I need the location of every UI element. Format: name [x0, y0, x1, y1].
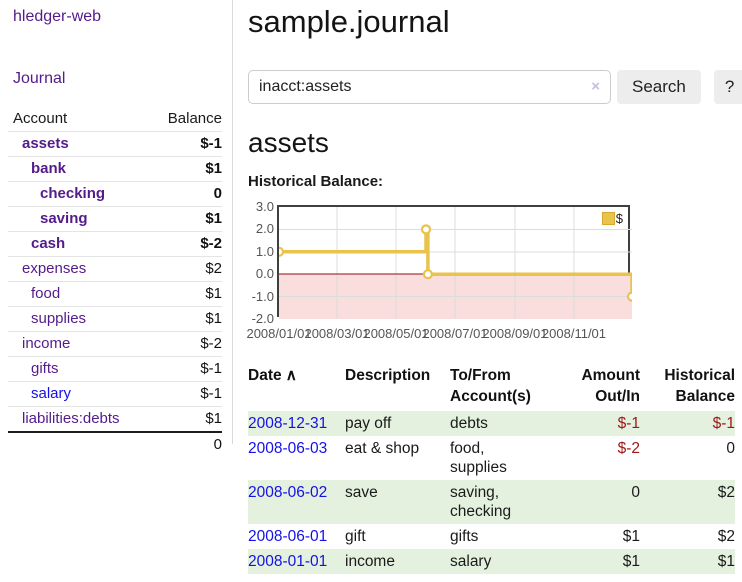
account-balance: $1: [152, 206, 222, 232]
y-axis-tick: 2.0: [255, 221, 274, 237]
register-header-amount: Amount Out/In: [581, 367, 640, 405]
account-balance: $1: [152, 156, 222, 182]
table-row: 2008-06-01 gift gifts $1 $2: [248, 524, 735, 549]
transaction-accounts: saving, checking: [450, 484, 512, 520]
transaction-description: eat & shop: [345, 440, 420, 457]
y-axis-tick: -1.0: [251, 288, 274, 304]
table-row: 2008-06-02 save saving, checking 0 $2: [248, 480, 735, 524]
account-heading: assets: [248, 127, 329, 158]
transaction-description: pay off: [345, 415, 392, 432]
account-link-bank[interactable]: bank: [31, 160, 67, 177]
account-link-gifts[interactable]: gifts: [31, 360, 59, 377]
account-balance: 0: [152, 181, 222, 207]
transaction-balance: $1: [717, 553, 735, 570]
account-balance: $-2: [152, 231, 222, 257]
page-title: sample.journal: [248, 4, 450, 39]
accounts-header-balance: Balance: [167, 110, 222, 127]
account-link-assets[interactable]: assets: [22, 135, 69, 152]
transaction-balance: $-1: [712, 415, 735, 432]
account-balance: $1: [152, 406, 222, 432]
transaction-amount: $-1: [617, 415, 640, 432]
transaction-amount: $1: [622, 553, 640, 570]
search-button[interactable]: Search: [617, 70, 701, 104]
transaction-description: income: [345, 553, 395, 570]
y-axis-tick: 0.0: [255, 266, 274, 282]
balance-chart-svg: [279, 207, 632, 319]
y-axis-tick: 3.0: [255, 199, 274, 214]
register-header-accounts: To/From Account(s): [450, 367, 531, 405]
register-header-date[interactable]: Date ∧: [248, 367, 297, 384]
transaction-date-link[interactable]: 2008-12-31: [248, 415, 328, 432]
y-axis-tick: -2.0: [251, 311, 274, 326]
register-header-description: Description: [345, 367, 431, 384]
transaction-balance: $2: [717, 528, 735, 545]
search-input[interactable]: [248, 70, 611, 104]
account-link-expenses[interactable]: expenses: [22, 260, 87, 277]
table-row: 2008-12-31 pay off debts $-1 $-1: [248, 411, 735, 436]
table-row: 2008-06-03 eat & shop food, supplies $-2…: [248, 436, 735, 480]
sort-asc-icon: ∧: [285, 367, 297, 384]
transaction-accounts: food, supplies: [450, 440, 507, 476]
search-form: × Search ?: [248, 70, 742, 104]
account-link-saving[interactable]: saving: [40, 210, 88, 227]
sidebar: hledger-web Journal Account Balance asse…: [0, 0, 233, 457]
balance-chart-plot: $: [277, 205, 632, 319]
transaction-accounts: debts: [450, 415, 488, 432]
transaction-description: gift: [345, 528, 366, 545]
account-link-liabilities-debts[interactable]: liabilities:debts: [22, 410, 120, 427]
account-link-cash[interactable]: cash: [31, 235, 66, 252]
account-balance: $1: [152, 306, 222, 332]
x-axis-tick: 2008/09/01: [482, 326, 548, 341]
account-link-food[interactable]: food: [31, 285, 61, 302]
clear-search-icon[interactable]: ×: [591, 78, 600, 95]
x-axis-tick: 2008/03/01: [304, 326, 370, 341]
account-balance: $1: [152, 281, 222, 307]
transaction-date-link[interactable]: 2008-06-01: [248, 528, 328, 545]
transaction-amount: $-2: [617, 440, 640, 457]
transaction-date-link[interactable]: 2008-06-03: [248, 440, 328, 457]
sidebar-item-journal[interactable]: Journal: [13, 70, 66, 87]
register-table: Date ∧ Description To/From Account(s) Amo…: [248, 363, 735, 574]
transaction-accounts: gifts: [450, 528, 479, 545]
accounts-total: 0: [152, 431, 222, 457]
account-balance: $2: [152, 256, 222, 282]
transaction-amount: $1: [622, 528, 640, 545]
x-axis-tick: 2008/01/01: [246, 326, 312, 341]
transaction-balance: $2: [717, 484, 735, 501]
legend-label: $: [615, 211, 623, 226]
account-balance: $-2: [152, 331, 222, 357]
account-link-income[interactable]: income: [22, 335, 71, 352]
balance-chart: $ 3.0 2.0 1.0 0.0 -1.0 -2.0 2008/01/01 2008/03/…: [246, 199, 735, 343]
x-axis-tick: 2008/05/01: [363, 326, 429, 341]
account-balance: $-1: [152, 381, 222, 407]
transaction-date-link[interactable]: 2008-06-02: [248, 484, 328, 501]
x-axis-tick: 2008/11/01: [541, 326, 607, 341]
transaction-accounts: salary: [450, 553, 492, 570]
register-header-balance: Historical Balance: [664, 367, 735, 405]
account-link-checking[interactable]: checking: [40, 185, 106, 202]
brand-link[interactable]: hledger-web: [13, 8, 102, 25]
chart-legend: $: [601, 211, 623, 226]
account-balance: $-1: [152, 356, 222, 382]
search-box: ×: [248, 70, 611, 104]
help-button[interactable]: ?: [713, 70, 742, 104]
transaction-date-link[interactable]: 2008-01-01: [248, 553, 328, 570]
account-link-salary[interactable]: salary: [31, 385, 72, 402]
y-axis-tick: 1.0: [255, 243, 274, 259]
transaction-balance: 0: [726, 440, 735, 457]
accounts-table: Account Balance assets $-1 bank $1 checkin…: [8, 107, 222, 457]
table-row: 2008-01-01 income salary $1 $1: [248, 549, 735, 574]
x-axis-tick: 2008/07/01: [422, 326, 488, 341]
account-balance: $-1: [152, 131, 222, 157]
accounts-header-account: Account: [13, 110, 68, 127]
transaction-amount: 0: [631, 484, 640, 501]
transaction-description: save: [345, 484, 378, 501]
account-link-supplies[interactable]: supplies: [31, 310, 87, 327]
chart-title: Historical Balance:: [248, 173, 384, 190]
legend-swatch-icon: [601, 212, 615, 225]
main-content: sample.journal × Search ? assets Histori…: [246, 0, 742, 574]
